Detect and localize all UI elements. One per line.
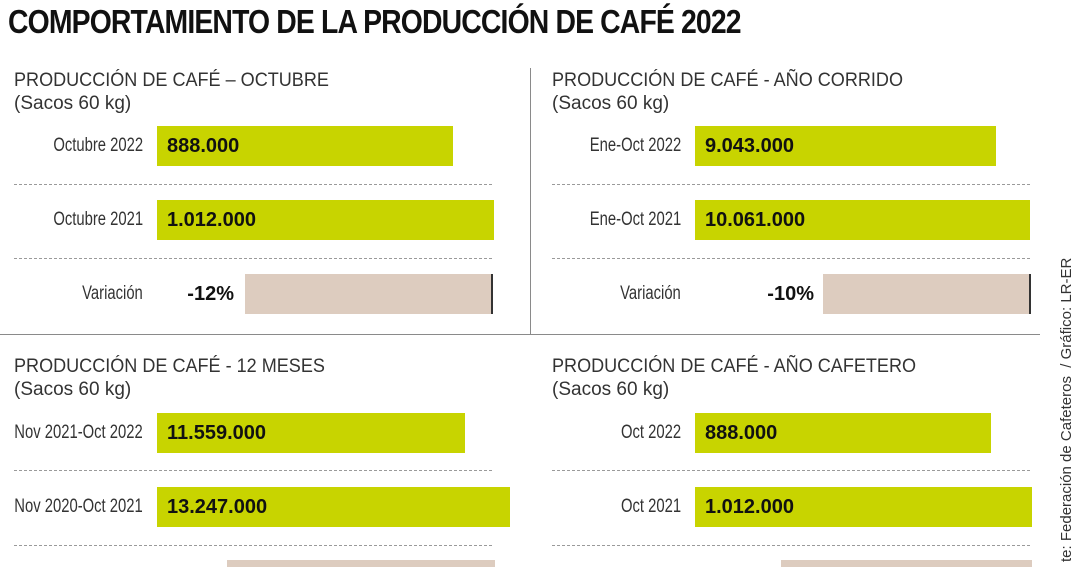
panel-unit: (Sacos 60 kg) <box>14 93 132 114</box>
panel-title: PRODUCCIÓN DE CAFÉ - 12 MESES <box>14 356 325 377</box>
data-label: 9.043.000 <box>705 135 794 157</box>
dashed-separator <box>14 258 492 259</box>
horizontal-divider <box>0 334 1040 335</box>
data-label: 1.012.000 <box>705 496 794 518</box>
data-label: 888.000 <box>705 422 778 444</box>
variation-label: Variación <box>620 283 681 304</box>
dashed-separator <box>14 470 492 471</box>
panel-unit: (Sacos 60 kg) <box>14 379 132 400</box>
data-bar: 1.012.000 <box>695 487 1032 527</box>
data-label: 888.000 <box>167 135 240 157</box>
dashed-separator <box>552 258 1030 259</box>
category-label: Octubre 2021 <box>53 209 143 230</box>
dashed-separator <box>552 470 1030 471</box>
dashed-separator <box>552 184 1030 185</box>
page-title: COMPORTAMIENTO DE LA PRODUCCIÓN DE CAFÉ … <box>8 3 742 40</box>
panel-ano-cafetero: PRODUCCIÓN DE CAFÉ - AÑO CAFETERO (Sacos… <box>552 356 1052 566</box>
dashed-separator <box>14 545 492 546</box>
data-label: 10.061.000 <box>705 209 806 231</box>
variation-value: -12% <box>187 283 234 305</box>
credit-text: / Gráfico: LR-ER <box>1058 257 1075 368</box>
category-label: Oct 2022 <box>620 422 681 443</box>
variation-value: -10% <box>767 283 814 305</box>
variation-bar <box>823 274 1031 314</box>
vertical-divider <box>530 68 531 335</box>
data-label: 11.559.000 <box>167 422 266 444</box>
data-bar: 11.559.000 <box>157 413 465 453</box>
panel-title: PRODUCCIÓN DE CAFÉ – OCTUBRE <box>14 70 329 91</box>
variation-bar <box>245 274 493 314</box>
category-label: Nov 2020-Oct 2021 <box>14 496 143 517</box>
panel-octubre: PRODUCCIÓN DE CAFÉ – OCTUBRE (Sacos 60 k… <box>14 70 514 330</box>
variation-bar-partial <box>227 560 495 567</box>
data-bar: 888.000 <box>157 126 453 166</box>
data-bar: 13.247.000 <box>157 487 510 527</box>
data-label: 13.247.000 <box>167 496 268 518</box>
panel-12-meses: PRODUCCIÓN DE CAFÉ - 12 MESES (Sacos 60 … <box>14 356 514 566</box>
panel-unit: (Sacos 60 kg) <box>552 93 670 114</box>
panel-ano-corrido: PRODUCCIÓN DE CAFÉ - AÑO CORRIDO (Sacos … <box>552 70 1052 330</box>
category-label: Octubre 2022 <box>53 135 143 156</box>
source-note: te: Federación de Cafeteros / Gráfico: L… <box>1058 258 1075 562</box>
data-bar: 888.000 <box>695 413 991 453</box>
source-text: te: Federación de Cafeteros <box>1058 376 1075 562</box>
category-label: Nov 2021-Oct 2022 <box>14 422 143 443</box>
panel-title: PRODUCCIÓN DE CAFÉ - AÑO CORRIDO <box>552 70 904 91</box>
dashed-separator <box>552 545 1030 546</box>
data-bar: 1.012.000 <box>157 200 494 240</box>
data-label: 1.012.000 <box>167 209 256 231</box>
category-label: Ene-Oct 2022 <box>589 135 681 156</box>
panel-title: PRODUCCIÓN DE CAFÉ - AÑO CAFETERO <box>552 356 917 377</box>
variation-bar-partial <box>781 560 1032 567</box>
variation-label: Variación <box>82 283 143 304</box>
panel-unit: (Sacos 60 kg) <box>552 379 670 400</box>
data-bar: 9.043.000 <box>695 126 996 166</box>
category-label: Oct 2021 <box>620 496 681 517</box>
category-label: Ene-Oct 2021 <box>589 209 681 230</box>
data-bar: 10.061.000 <box>695 200 1030 240</box>
dashed-separator <box>14 184 492 185</box>
